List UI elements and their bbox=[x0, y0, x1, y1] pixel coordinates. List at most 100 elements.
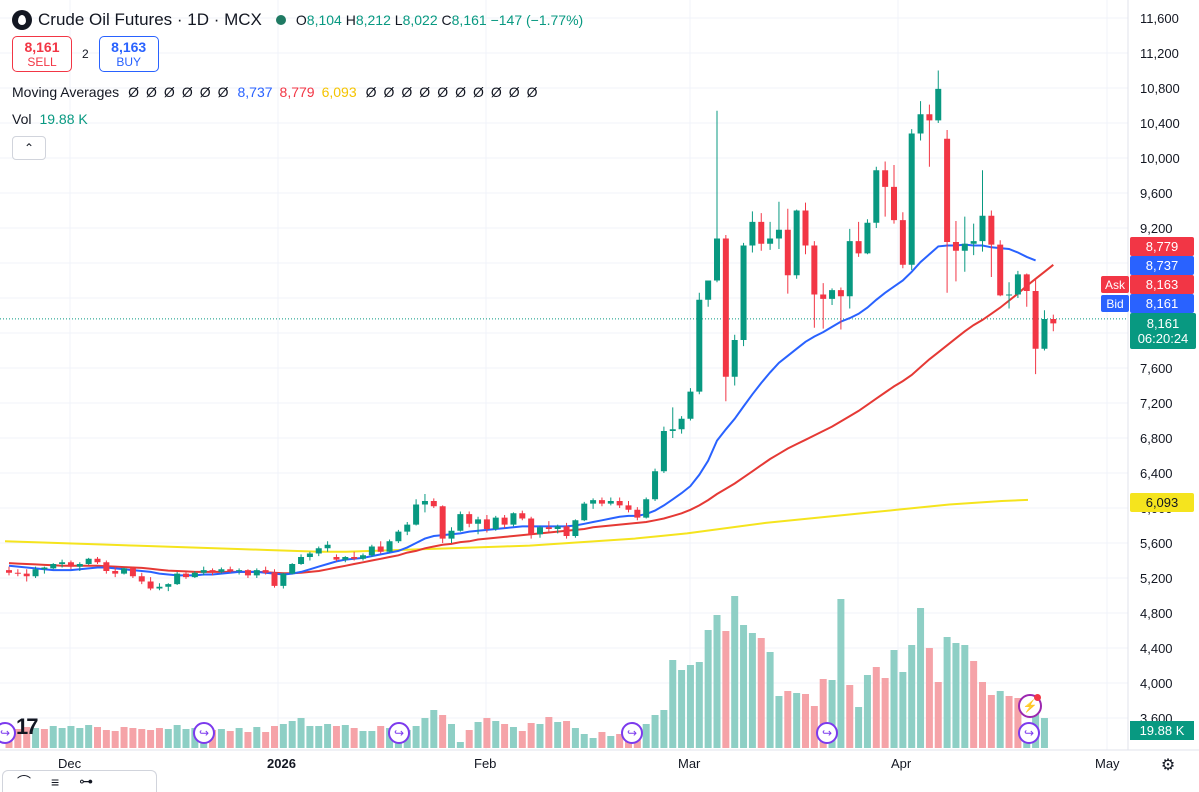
price-tick-label: 5,200 bbox=[1140, 571, 1173, 586]
volume-bar bbox=[1014, 698, 1022, 748]
price-tick-label: 4,000 bbox=[1140, 676, 1173, 691]
candle-body bbox=[705, 280, 712, 300]
volume-bar bbox=[129, 728, 137, 748]
candle-body bbox=[67, 562, 74, 567]
volume-bar bbox=[1005, 696, 1013, 748]
path-tool-icon[interactable]: ⊶ bbox=[79, 773, 94, 789]
candle-body bbox=[607, 501, 614, 504]
candle-body bbox=[32, 569, 39, 577]
price-tick-label: 7,600 bbox=[1140, 361, 1173, 376]
volume-bar bbox=[147, 730, 155, 748]
sell-button[interactable]: 8,161 SELL bbox=[12, 36, 72, 72]
volume-bar bbox=[881, 678, 889, 748]
spread-value: 2 bbox=[82, 47, 89, 61]
volume-bar bbox=[155, 728, 163, 748]
gear-icon[interactable]: ⚙ bbox=[1160, 757, 1176, 774]
chart-legend: Crude Oil Futures · 1D · MCX O8,104 H8,2… bbox=[12, 10, 583, 30]
candle-body bbox=[421, 501, 428, 505]
candle-body bbox=[652, 471, 659, 500]
ma-value: 6,093 bbox=[321, 84, 357, 100]
volume-bar bbox=[253, 727, 261, 748]
volume-bar bbox=[678, 670, 686, 748]
candle-body bbox=[94, 558, 101, 563]
replay-icon[interactable]: ↪ bbox=[0, 722, 16, 744]
candle-body bbox=[935, 88, 942, 121]
replay-icon[interactable]: ↪ bbox=[1018, 722, 1040, 744]
volume-price-tag: 19.88 K bbox=[1130, 721, 1194, 740]
candle-body bbox=[510, 513, 517, 525]
candle-body bbox=[395, 531, 402, 542]
ma-empty-value: Ø bbox=[472, 84, 484, 100]
candle-body bbox=[1041, 319, 1048, 349]
crude-oil-logo-icon bbox=[12, 10, 32, 30]
candle-body bbox=[722, 238, 729, 377]
price-tick-label: 6,800 bbox=[1140, 431, 1173, 446]
collapse-legend-button[interactable]: ⌃ bbox=[12, 136, 46, 160]
symbol-title[interactable]: Crude Oil Futures · 1D · MCX bbox=[38, 10, 262, 29]
candle-body bbox=[457, 514, 464, 531]
candle-body bbox=[483, 519, 490, 529]
lines-tool-icon[interactable]: ≡ bbox=[51, 773, 60, 790]
volume-bar bbox=[359, 731, 367, 748]
volume-bar bbox=[262, 732, 270, 748]
ma-empty-value: Ø bbox=[163, 84, 175, 100]
arrow-icon: ↪ bbox=[0, 726, 11, 740]
price-tick-label: 4,400 bbox=[1140, 641, 1173, 656]
volume-bar bbox=[271, 726, 278, 748]
buy-button[interactable]: 8,163 BUY bbox=[98, 36, 159, 72]
volume-bar bbox=[465, 730, 473, 748]
notification-dot bbox=[1034, 694, 1041, 701]
volume-bar bbox=[111, 731, 119, 748]
volume-bar bbox=[324, 724, 332, 748]
tradingview-logo-icon[interactable]: 17 bbox=[16, 714, 39, 739]
replay-icon[interactable]: ↪ bbox=[193, 722, 215, 744]
candle-body bbox=[85, 558, 92, 564]
price-tick-label: 7,200 bbox=[1140, 396, 1173, 411]
candle-body bbox=[306, 553, 313, 557]
drawing-toolbar: ⌒ ≡ ⊶ bbox=[2, 770, 157, 792]
candle-body bbox=[1050, 319, 1057, 324]
volume-bar bbox=[686, 665, 694, 748]
volume-bar bbox=[899, 672, 907, 748]
ma-empty-value: Ø bbox=[526, 84, 538, 100]
candle-body bbox=[209, 570, 216, 572]
ma-empty-value: Ø bbox=[383, 84, 395, 100]
candle-body bbox=[50, 564, 57, 569]
ma-yellow-price-tag: 6,093 bbox=[1130, 493, 1194, 512]
volume-bar bbox=[616, 734, 624, 748]
candle-body bbox=[342, 557, 349, 560]
candle-body bbox=[129, 568, 136, 577]
volume-bar bbox=[855, 707, 863, 748]
volume-bar bbox=[837, 599, 845, 748]
volume-bar bbox=[695, 662, 703, 748]
ma-empty-value: Ø bbox=[490, 84, 502, 100]
candle-body bbox=[324, 544, 331, 549]
candle-body bbox=[917, 114, 924, 134]
candle-body bbox=[997, 244, 1004, 296]
candle-body bbox=[696, 299, 703, 392]
volume-bar bbox=[40, 729, 48, 748]
volume-bar bbox=[439, 715, 447, 748]
volume-bar bbox=[819, 679, 827, 748]
replay-icon[interactable]: ↪ bbox=[816, 722, 838, 744]
replay-icon[interactable]: ↪ bbox=[621, 722, 643, 744]
volume-legend[interactable]: Vol 19.88 K bbox=[12, 111, 88, 127]
bar-countdown: 06:20:24 bbox=[1137, 331, 1189, 346]
volume-bar bbox=[802, 694, 809, 748]
volume-bar bbox=[288, 721, 296, 748]
bid-label-tag: Bid bbox=[1101, 295, 1129, 312]
candle-body bbox=[970, 241, 977, 244]
candle-body bbox=[236, 570, 243, 572]
candle-body bbox=[846, 241, 853, 297]
volume-bar bbox=[456, 742, 464, 748]
flash-alert-icon[interactable]: ⚡ bbox=[1018, 694, 1042, 718]
replay-icon[interactable]: ↪ bbox=[388, 722, 410, 744]
curve-tool-icon[interactable]: ⌒ bbox=[17, 773, 31, 790]
candle-body bbox=[961, 243, 968, 251]
candle-body bbox=[669, 429, 676, 431]
ask-price-tag: 8,163 bbox=[1130, 275, 1194, 294]
volume-bar bbox=[713, 615, 721, 748]
